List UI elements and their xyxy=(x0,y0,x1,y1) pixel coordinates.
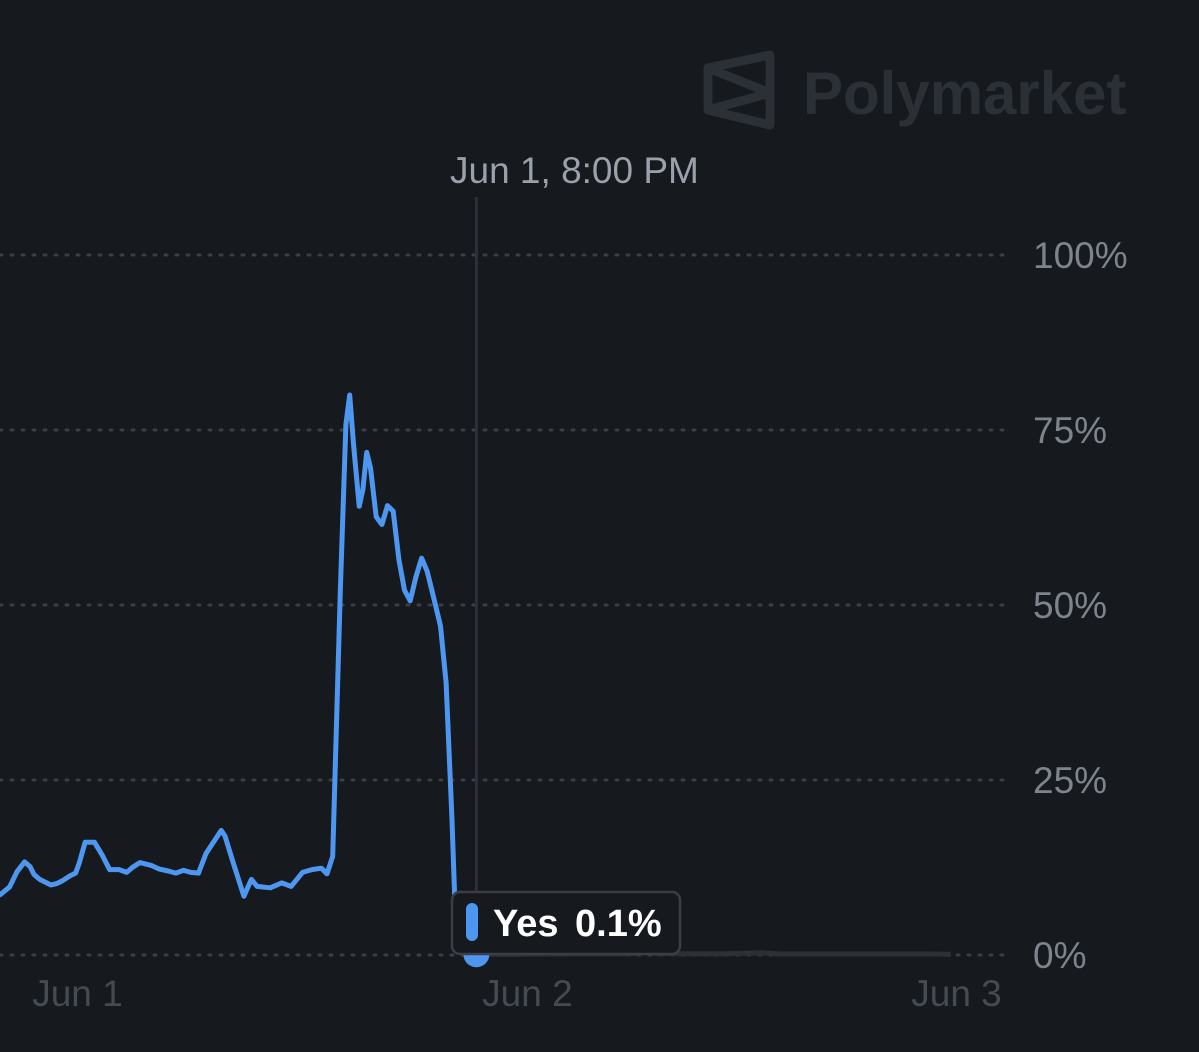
polymarket-logo-icon xyxy=(703,50,775,130)
hover-date-label: Jun 1, 8:00 PM xyxy=(450,150,699,191)
x-tick-label: Jun 3 xyxy=(911,973,1002,1014)
y-tick-label: 100% xyxy=(1033,235,1128,276)
x-tick-label: Jun 2 xyxy=(482,973,573,1014)
y-tick-label: 0% xyxy=(1033,935,1086,976)
series-color-swatch xyxy=(466,903,478,941)
tooltip-series-name: Yes xyxy=(493,903,559,945)
series-line-yes[interactable] xyxy=(0,392,479,957)
x-axis-ticks: Jun 1 Jun 2 Jun 3 xyxy=(32,973,1002,1014)
y-tick-label: 50% xyxy=(1033,585,1107,626)
x-tick-label: Jun 1 xyxy=(32,973,123,1014)
value-tooltip: Yes 0.1% xyxy=(450,890,682,956)
brand-name: Polymarket xyxy=(803,60,1127,127)
y-axis-ticks: 0% 25% 50% 75% 100% xyxy=(1033,235,1128,976)
y-tick-label: 75% xyxy=(1033,410,1107,451)
brand-watermark: Polymarket xyxy=(703,50,1127,130)
grid-lines xyxy=(0,253,1005,957)
tooltip-value: 0.1% xyxy=(575,903,662,945)
y-tick-label: 25% xyxy=(1033,760,1107,801)
tooltip-box xyxy=(450,890,682,956)
